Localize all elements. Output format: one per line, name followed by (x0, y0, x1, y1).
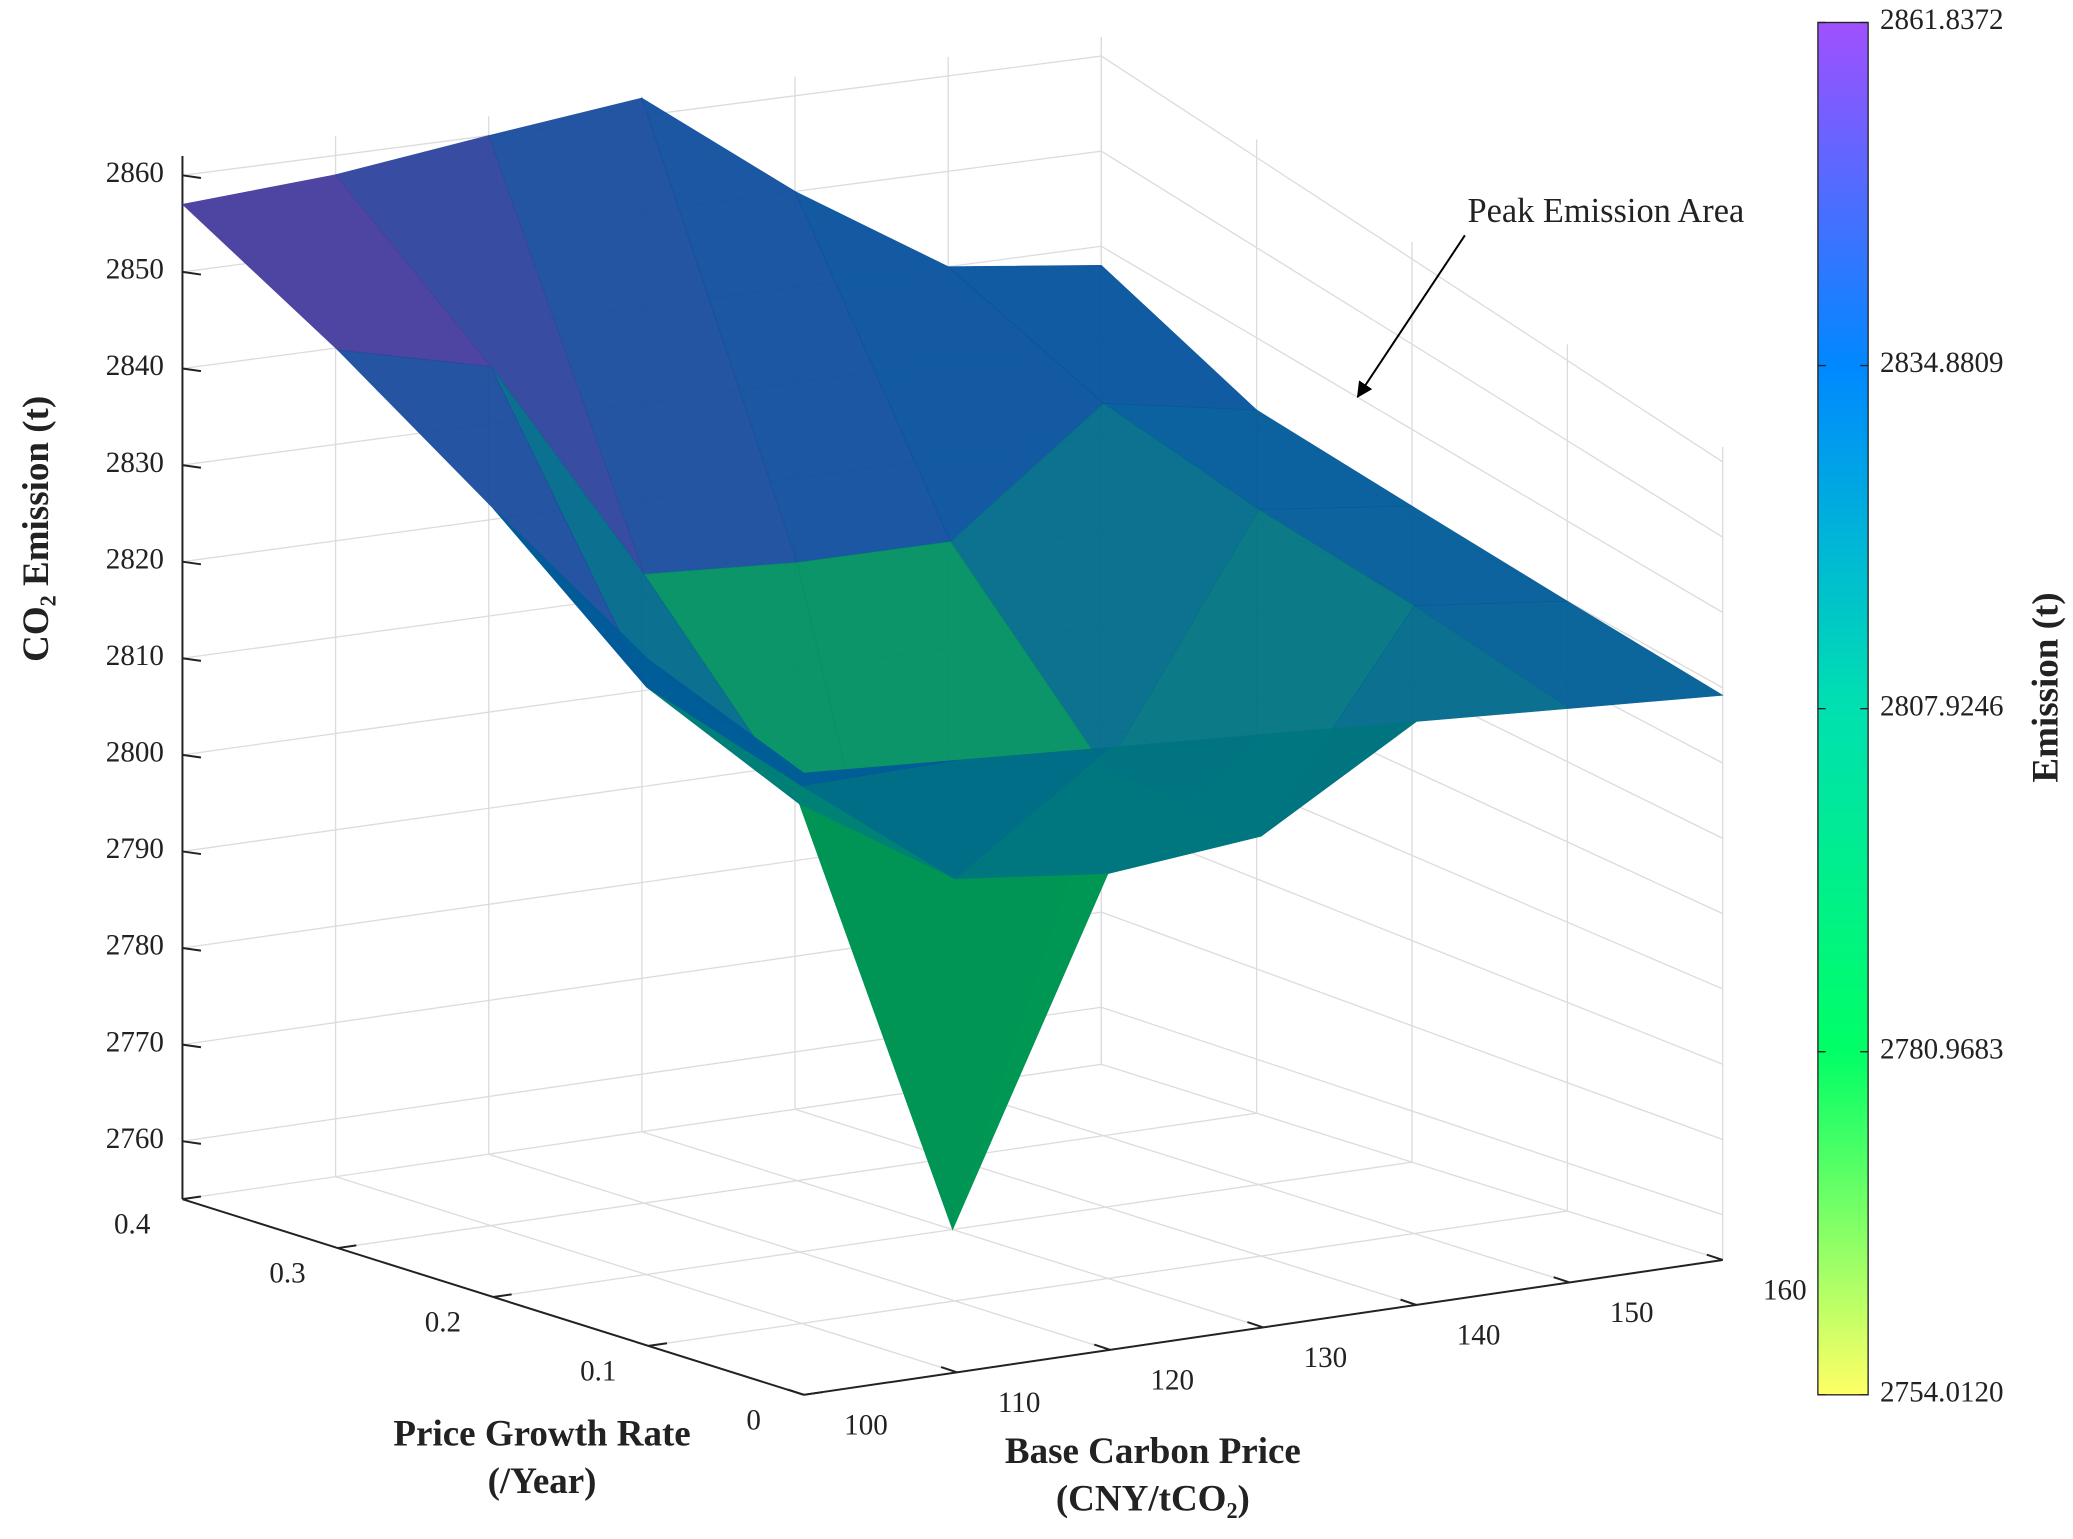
tick-mark (803, 1391, 823, 1396)
tick-mark (1247, 1321, 1264, 1329)
y-tick-label: 0 (746, 1404, 761, 1436)
tick-mark (1706, 1253, 1724, 1261)
tick-mark (1400, 1298, 1417, 1306)
colorbar-tick-label: 2834.8809 (1880, 347, 2004, 379)
tick-mark (182, 270, 202, 276)
x-tick-label: 110 (998, 1387, 1041, 1419)
x-tick-label: 140 (1457, 1320, 1501, 1352)
tick-mark (182, 1140, 202, 1145)
colorbar-title: Emission (t) (2026, 592, 2067, 782)
colorbar-tick-label: 2780.9683 (1880, 1033, 2004, 1065)
x-tick-label: 130 (1304, 1342, 1348, 1374)
z-axis-title: CO₂ Emission (t) (16, 396, 57, 662)
annotation-arrow (1356, 234, 1466, 398)
tick-mark (182, 464, 202, 469)
z-tick-label: 2860 (106, 157, 164, 189)
x-axis-title: (CNY/tCO₂) (1056, 1478, 1250, 1519)
y-axis-title: Price Growth Rate (393, 1414, 690, 1455)
z-tick-label: 2770 (106, 1026, 164, 1058)
grid-line (648, 1210, 1568, 1347)
z-tick-label: 2820 (106, 543, 164, 575)
z-tick-label: 2850 (106, 254, 164, 286)
annotation: Peak Emission Area (1468, 192, 1745, 230)
y-tick-label: 0.1 (580, 1355, 616, 1387)
colorbar-tick-label: 2754.0120 (1880, 1376, 2004, 1408)
z-tick-label: 2790 (106, 833, 164, 865)
y-tick-label: 0.4 (114, 1209, 151, 1241)
x-tick-label: 160 (1763, 1275, 1807, 1307)
tick-mark (182, 753, 202, 759)
y-tick-label: 0.2 (425, 1306, 461, 1338)
x-axis-title: Base Carbon Price (1005, 1431, 1301, 1472)
x-tick-label: 150 (1610, 1297, 1654, 1329)
surface-patch (648, 659, 958, 787)
grid-line (337, 1112, 1257, 1249)
tick-mark (182, 1195, 202, 1201)
tick-mark (182, 174, 202, 179)
plot: 2760 2770 2780 2790 2800 2810 2820 2830 2840 2850… (16, 4, 2067, 1519)
tick-mark (940, 1366, 958, 1374)
tick-mark (787, 1388, 805, 1396)
tick-mark (1093, 1343, 1111, 1351)
colorbar-tick-label: 2861.8372 (1880, 4, 2004, 36)
y-tick-label: 0.3 (269, 1257, 305, 1289)
tick-mark (182, 1043, 202, 1049)
z-tick-label: 2830 (106, 447, 164, 479)
z-tick-label: 2760 (106, 1123, 164, 1155)
tick-mark (182, 657, 202, 662)
tick-mark (182, 560, 202, 566)
tick-mark (337, 1244, 357, 1250)
tick-mark (182, 947, 202, 952)
tick-mark (648, 1342, 668, 1347)
tick-mark (182, 850, 202, 856)
x-tick-label: 100 (844, 1410, 888, 1442)
x-tick-label: 120 (1150, 1365, 1194, 1397)
z-tick-label: 2780 (106, 930, 164, 962)
tick-mark (1553, 1276, 1570, 1284)
y-axis-title: (/Year) (488, 1461, 597, 1502)
z-tick-label: 2800 (106, 737, 164, 769)
tick-mark (493, 1293, 512, 1298)
tick-mark (182, 367, 202, 373)
colorbar (1817, 21, 1869, 1396)
z-tick-label: 2840 (106, 350, 164, 382)
colorbar-tick-label: 2807.9246 (1880, 690, 2004, 722)
z-tick-label: 2810 (106, 640, 164, 672)
